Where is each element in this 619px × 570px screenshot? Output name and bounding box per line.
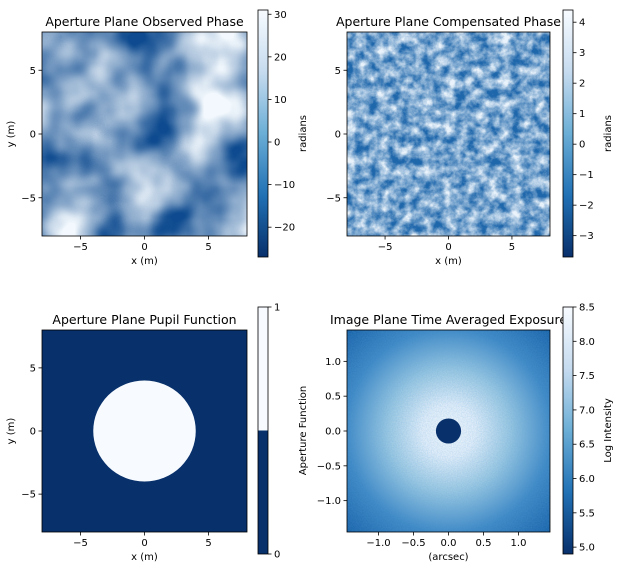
y-tick-label: 5 — [335, 66, 341, 77]
colorbar-frame — [257, 306, 269, 555]
heatmap-image — [347, 32, 550, 236]
colorbar-frame — [562, 306, 574, 555]
chart-title: Image Plane Time Averaged Exposure — [330, 312, 567, 327]
colorbar-tick-label: 5.5 — [579, 508, 595, 519]
y-tick-label: 5 — [30, 363, 36, 374]
y-tick-label: −5 — [21, 490, 36, 501]
panel-3: Aperture Plane Pupil Function −5 0 5 −5 0 5 x (… — [6, 303, 309, 564]
colorbar-tick-label: 8.0 — [579, 337, 595, 348]
colorbar-tick-label: 0 — [579, 140, 585, 151]
x-tick-label: 0 — [141, 242, 147, 253]
y-axis-label: y (m) — [6, 121, 17, 148]
colorbar-tick-label: 3 — [579, 48, 585, 59]
chart-title: Aperture Plane Observed Phase — [45, 14, 244, 29]
chart-title: Aperture Plane Pupil Function — [52, 312, 236, 327]
central-mask — [435, 418, 462, 444]
x-tick-label: 5 — [205, 242, 211, 253]
colorbar-gradient — [563, 10, 573, 257]
x-tick-label: −5 — [73, 538, 88, 549]
colorbar-tick-label: 6.0 — [579, 474, 595, 485]
y-tick-label: 0.0 — [325, 427, 341, 438]
y-tick-label: −0.5 — [317, 461, 341, 472]
colorbar-tick-label: 5.0 — [579, 543, 595, 554]
colorbar-tick-label: 2 — [579, 79, 585, 90]
colorbar-tick-label: 0 — [274, 138, 280, 149]
y-tick-label: 0 — [30, 130, 36, 141]
panel-1: Aperture Plane Observed Phase −5 0 5 −5 0 5 x (… — [6, 9, 309, 267]
y-tick-label: 5 — [30, 66, 36, 77]
y-tick-label: −5 — [21, 193, 36, 204]
colorbar-tick-label: 6.5 — [579, 440, 595, 451]
pupil-disk — [93, 380, 196, 482]
x-axis-label: x (m) — [435, 256, 462, 267]
colorbar: −3 −2 −1 0 1 2 3 4 radians — [562, 9, 614, 258]
chart-title: Aperture Plane Compensated Phase — [336, 14, 561, 29]
x-tick-label: 0 — [445, 242, 451, 253]
y-tick-label: 0 — [30, 427, 36, 438]
colorbar-segment-high — [258, 307, 268, 431]
y-tick-label: 1.0 — [325, 357, 341, 368]
colorbar-tick-label: −20 — [274, 223, 295, 234]
y-tick-label: −5 — [326, 193, 341, 204]
x-tick-label: −0.5 — [401, 538, 425, 549]
x-tick-label: 1.0 — [511, 538, 527, 549]
colorbar-tick-label: 1 — [274, 303, 280, 314]
x-tick-label: −5 — [73, 242, 88, 253]
colorbar-tick-label: 0 — [274, 550, 280, 561]
colorbar-tick-label: 7.5 — [579, 371, 595, 382]
colorbar-tick-label: 7.0 — [579, 405, 595, 416]
colorbar-label: radians — [603, 115, 614, 152]
x-tick-label: 0.5 — [476, 538, 492, 549]
colorbar: 0 1 Aperture Function — [257, 303, 309, 561]
panel-4: Image Plane Time Averaged Exposure −1.0 −0… — [317, 303, 614, 564]
y-tick-label: 0 — [335, 130, 341, 141]
colorbar: −20 −10 0 10 20 30 radians — [257, 9, 309, 258]
colorbar-tick-label: 8.5 — [579, 303, 595, 314]
x-axis-label: x (m) — [131, 552, 158, 563]
heatmap-image — [42, 32, 247, 236]
x-tick-label: 0 — [141, 538, 147, 549]
colorbar-gradient — [563, 307, 573, 554]
colorbar-tick-label: 10 — [274, 95, 287, 106]
colorbar-tick-label: −1 — [579, 170, 594, 181]
colorbar-segment-low — [258, 430, 268, 554]
x-tick-label: −1.0 — [366, 538, 390, 549]
colorbar-frame — [257, 9, 269, 258]
colorbar-tick-label: −10 — [274, 180, 295, 191]
x-tick-label: 5 — [205, 538, 211, 549]
colorbar-tick-label: 30 — [274, 10, 287, 21]
colorbar: 5.0 5.5 6.0 6.5 7.0 7.5 8.0 8.5 Log Intensity — [562, 303, 614, 555]
x-tick-label: 5 — [509, 242, 515, 253]
panel-2: Aperture Plane Compensated Phase −5 0 5 −5 0 5… — [326, 9, 614, 267]
colorbar-label: radians — [298, 115, 309, 152]
y-tick-label: −1.0 — [317, 496, 341, 507]
colorbar-frame — [562, 9, 574, 258]
x-tick-label: 0.0 — [441, 538, 457, 549]
colorbar-label: Aperture Function — [298, 386, 309, 475]
colorbar-tick-label: 20 — [274, 52, 287, 63]
colorbar-gradient — [258, 10, 268, 257]
y-tick-label: 0.5 — [325, 392, 341, 403]
colorbar-tick-label: −2 — [579, 201, 594, 212]
x-axis-label: x (m) — [131, 256, 158, 267]
colorbar-label: Log Intensity — [603, 398, 614, 463]
y-axis-label: y (m) — [6, 418, 17, 445]
x-tick-label: −5 — [378, 242, 393, 253]
colorbar-tick-label: −3 — [579, 231, 594, 242]
x-axis-label: (arcsec) — [428, 552, 468, 563]
colorbar-tick-label: 4 — [579, 18, 585, 29]
colorbar-tick-label: 1 — [579, 109, 585, 120]
